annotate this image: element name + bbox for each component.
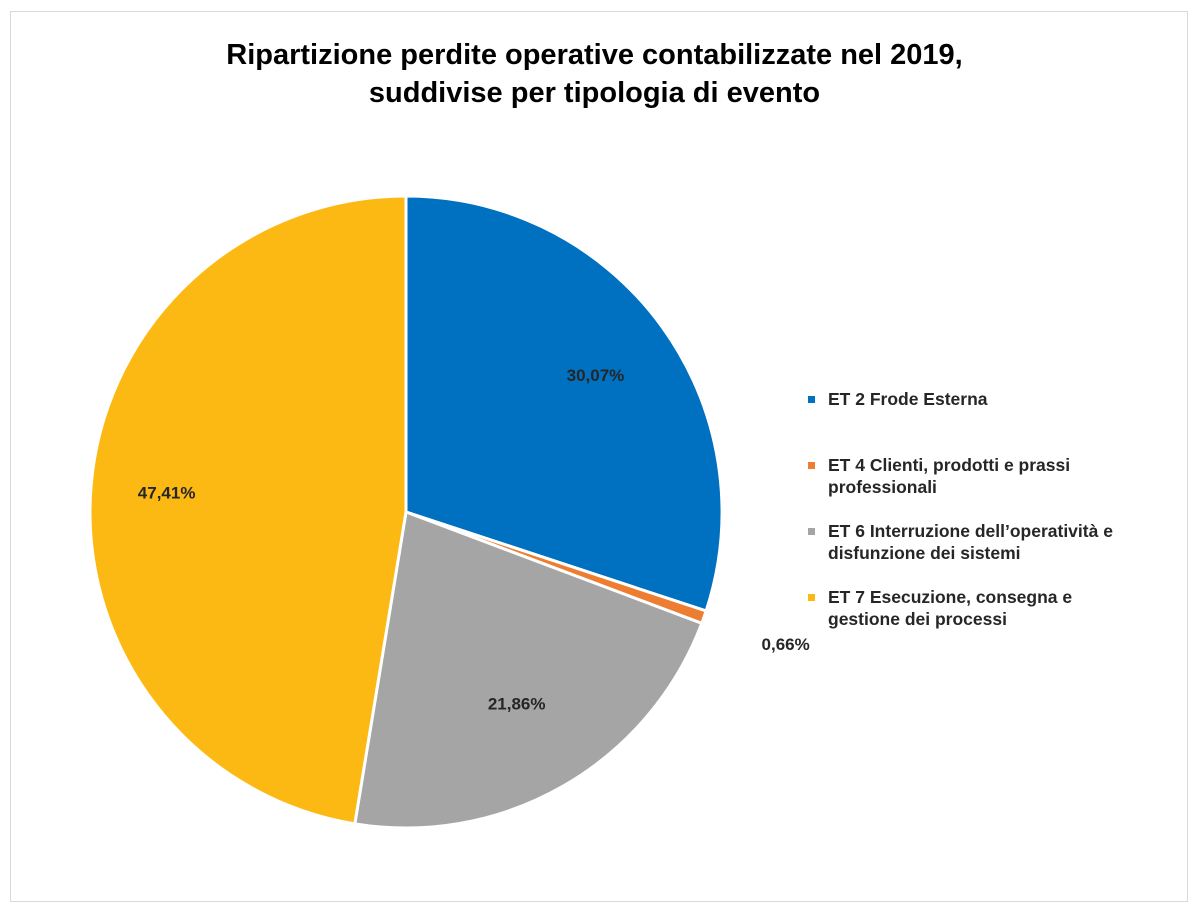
legend-swatch [808,462,815,469]
legend: ET 2 Frode Esterna ET 4 Clienti, prodott… [808,388,1178,630]
pie-slice [404,194,724,613]
legend-label: disfunzione dei sistemi [828,543,1021,563]
pie-slice [353,509,704,830]
legend-label: professionali [828,477,937,497]
legend-label: ET 4 Clienti, prodotti e prassi [828,455,1071,475]
slice-data-label: 30,07% [567,366,625,385]
legend-label: ET 6 Interruzione dell’operatività e [828,521,1113,541]
legend-item: ET 2 Frode Esterna [808,388,1178,410]
legend-swatch [808,528,815,535]
chart-title-line-1: Ripartizione perdite operative contabili… [226,39,963,71]
legend-label: gestione dei processi [828,609,1007,629]
chart-title-line-2: suddivise per tipologia di evento [368,77,821,109]
slice-data-label: 47,41% [138,483,196,502]
slice-data-label: 0,66% [762,635,810,654]
legend-item: ET 6 Interruzione dell’operatività e dis… [808,520,1178,564]
legend-swatch [808,396,815,403]
pie-slice [88,194,408,826]
chart-title: Ripartizione perdite operative contabili… [0,36,1189,112]
legend-item: ET 7 Esecuzione, consegna e gestione dei… [808,586,1178,630]
slice-data-label: 21,86% [488,695,546,714]
legend-label: ET 7 Esecuzione, consegna e [828,587,1073,607]
legend-item: ET 4 Clienti, prodotti e prassi professi… [808,454,1178,498]
legend-swatch [808,594,815,601]
legend-label: ET 2 Frode Esterna [828,389,988,409]
